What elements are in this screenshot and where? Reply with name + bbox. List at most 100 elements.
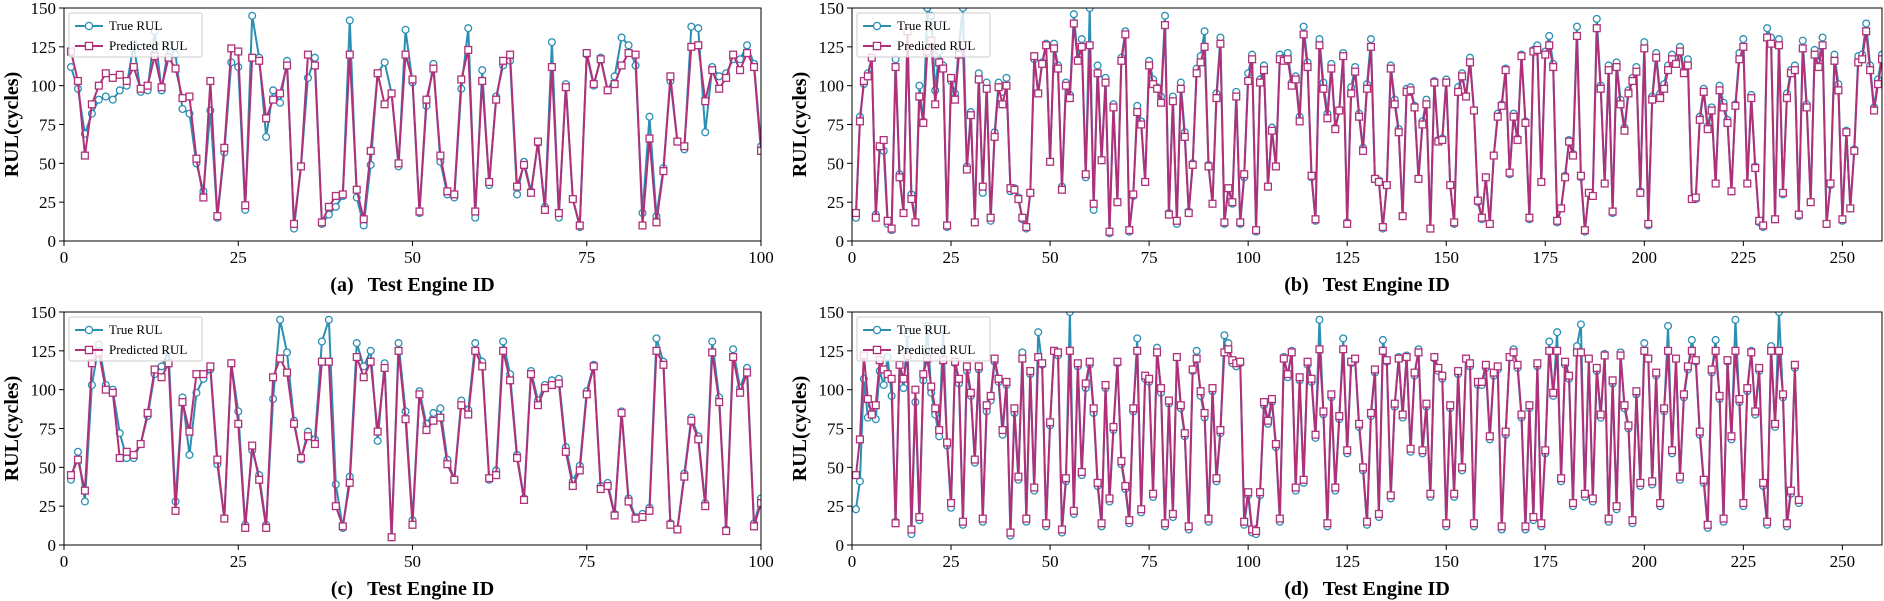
- predicted-rul-point: [1485, 432, 1494, 441]
- predicted-rul-point: [986, 213, 995, 222]
- true-rul-point: [694, 24, 703, 33]
- true-rul-point: [1085, 8, 1094, 13]
- predicted-rul-point: [680, 472, 689, 481]
- predicted-rul-point: [554, 208, 563, 218]
- predicted-rul-point: [1521, 522, 1530, 531]
- predicted-rul-point: [1616, 351, 1625, 360]
- predicted-rul-point: [907, 525, 916, 534]
- predicted-rul-point: [1739, 499, 1748, 508]
- predicted-rul-point: [638, 221, 647, 230]
- predicted-rul-point: [471, 346, 480, 355]
- predicted-rul-point: [1117, 56, 1126, 65]
- axes-frame: [851, 7, 1883, 242]
- predicted-rul-point: [450, 475, 459, 484]
- predicted-rul-point: [1347, 89, 1356, 98]
- predicted-rul-point: [1414, 174, 1423, 183]
- predicted-rul-point: [464, 45, 473, 54]
- predicted-rul-point: [708, 66, 717, 75]
- true-rul-point: [1572, 22, 1582, 31]
- predicted-rul-point: [1204, 514, 1213, 523]
- predicted-rul-point: [1711, 346, 1720, 355]
- predicted-rul-point: [352, 352, 361, 362]
- predicted-rul-point: [352, 185, 361, 194]
- predicted-rul-point: [1446, 181, 1455, 190]
- predicted-rul-point: [1557, 204, 1566, 213]
- predicted-rul-point: [422, 426, 431, 435]
- predicted-rul-point: [659, 360, 668, 369]
- y-tick-label: 100: [31, 77, 57, 96]
- predicted-rul-point: [1263, 416, 1273, 425]
- predicted-rul-point: [954, 374, 964, 383]
- predicted-rul-point: [610, 80, 619, 89]
- predicted-rul-point: [443, 187, 452, 196]
- predicted-rul-point: [1735, 55, 1744, 64]
- predicted-rul-point: [373, 427, 382, 436]
- predicted-rul-point: [492, 95, 501, 104]
- predicted-rul-point: [1687, 346, 1696, 355]
- true-rul-point: [1711, 335, 1720, 345]
- predicted-rul-point: [1794, 210, 1803, 219]
- predicted-rul-point: [1129, 190, 1138, 199]
- predicted-rul-point: [1061, 474, 1070, 483]
- predicted-rul-point: [73, 455, 82, 464]
- true-rul-point: [1093, 61, 1102, 70]
- predicted-rul-point: [638, 512, 647, 522]
- predicted-rul-point: [1485, 219, 1494, 228]
- predicted-rul-point: [631, 514, 640, 523]
- predicted-rul-point: [380, 363, 389, 372]
- axes-frame: [63, 311, 762, 546]
- true-rul-point: [652, 334, 661, 343]
- true-rul-point: [1592, 14, 1601, 23]
- predicted-rul-point: [974, 75, 983, 84]
- predicted-rul-point: [1778, 390, 1788, 399]
- x-tick-label: 100: [1235, 552, 1261, 571]
- predicted-rul-point: [1018, 213, 1027, 222]
- x-tick-label: 50: [1042, 552, 1059, 571]
- true-rul-point: [1200, 27, 1209, 36]
- true-rul-point: [73, 447, 82, 456]
- predicted-rul-point: [1105, 494, 1114, 503]
- predicted-rul-point: [471, 207, 480, 216]
- chart-panel-d: 0 25 50 75 100 125 150 0 25 50 75 100 125 150 175 200 22…: [789, 303, 1883, 600]
- predicted-rul-point: [1030, 483, 1039, 492]
- panel-label: (a): [330, 274, 353, 296]
- predicted-rul-point: [1711, 179, 1720, 188]
- predicted-rul-point: [1620, 126, 1629, 135]
- predicted-rul-point: [617, 408, 626, 418]
- true-rul-point: [772, 148, 779, 155]
- predicted-rul-point: [547, 380, 556, 390]
- predicted-rul-point: [540, 384, 549, 393]
- predicted-rul-point: [345, 50, 354, 59]
- predicted-rul-point: [87, 100, 96, 109]
- predicted-rul-point: [1355, 419, 1364, 428]
- predicted-rul-point: [694, 435, 703, 444]
- predicted-rul-point: [1081, 170, 1090, 179]
- predicted-rul-point: [1465, 58, 1475, 67]
- true-rul-point: [108, 95, 117, 104]
- predicted-rul-point: [708, 348, 717, 357]
- predicted-rul-point: [1564, 137, 1574, 146]
- predicted-rul-point: [1580, 226, 1589, 235]
- predicted-rul-point: [1830, 56, 1839, 65]
- true-rul-point: [436, 404, 445, 413]
- predicted-rul-point: [1553, 216, 1562, 225]
- predicted-rul-point: [457, 401, 466, 410]
- predicted-rul-point: [1418, 446, 1427, 455]
- predicted-rul-point: [1200, 42, 1209, 51]
- predicted-rul-point: [1208, 384, 1217, 393]
- true-rul-point: [1664, 321, 1673, 331]
- predicted-rul-point: [1679, 69, 1688, 78]
- x-axis-label: Test Engine ID: [368, 274, 495, 296]
- predicted-rul-point: [895, 360, 904, 369]
- predicted-rul-point: [673, 525, 682, 534]
- predicted-rul-point: [1394, 128, 1403, 137]
- predicted-rul-point: [1747, 94, 1756, 103]
- predicted-rul-point: [919, 118, 928, 127]
- predicted-rul-point: [1200, 408, 1209, 418]
- predicted-rul-point: [1877, 55, 1882, 64]
- predicted-rul-point: [255, 475, 264, 484]
- predicted-rul-point: [303, 50, 312, 59]
- legend-label: True RUL: [897, 18, 950, 33]
- predicted-rul-point: [178, 398, 187, 407]
- predicted-rul-point: [891, 519, 900, 528]
